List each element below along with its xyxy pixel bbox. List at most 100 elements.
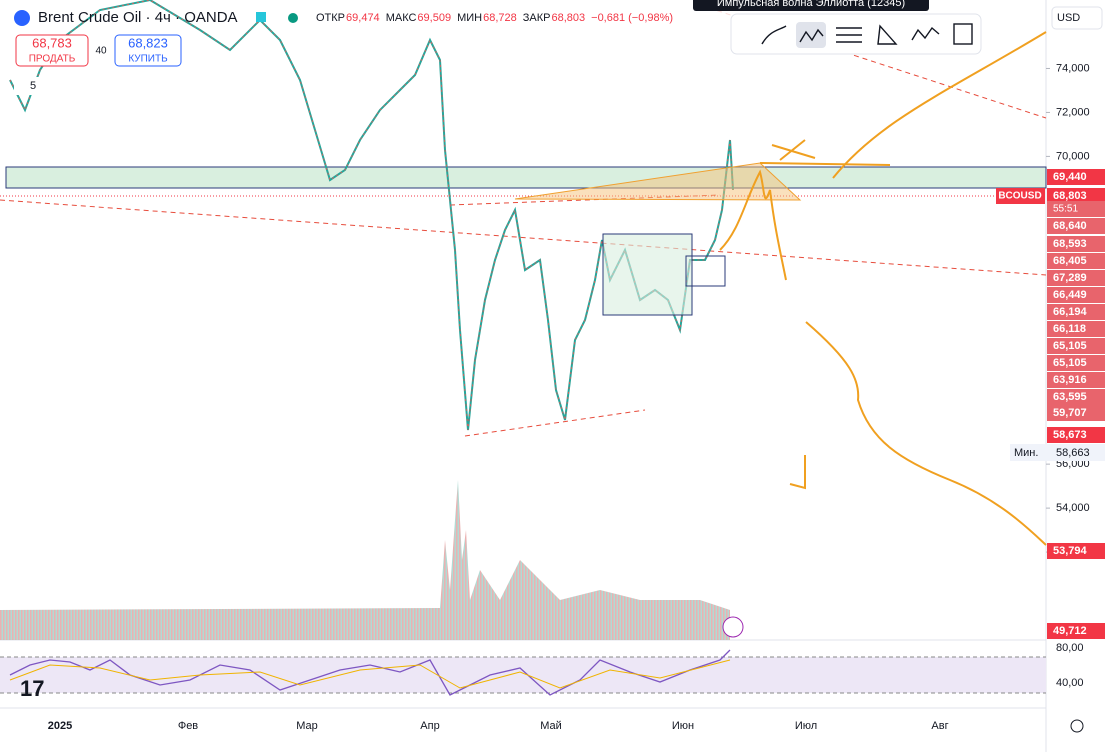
price-label: 49,712 [1053, 625, 1087, 637]
symbol-icon [14, 10, 30, 26]
price-label-bg [1047, 543, 1105, 559]
stat-value: 69,474 [346, 12, 380, 24]
stat-key: ОТКР [316, 12, 345, 24]
price-label: 65,105 [1053, 340, 1087, 352]
header-bg [292, 4, 732, 32]
spread: 40 [95, 46, 107, 57]
stat-key: МАКС [386, 12, 417, 24]
price-label-bg [1047, 338, 1105, 354]
change: −0,681 (−0,98%) [591, 12, 673, 24]
min-label-bg [1010, 444, 1105, 461]
y-tick-label: 56,000 [1056, 458, 1090, 470]
price-label-bg [1047, 321, 1105, 337]
x-tick-label: Авг [931, 720, 948, 732]
price-label: 68,640 [1053, 220, 1087, 232]
price-label: 59,707 [1053, 407, 1087, 419]
price-label: 63,916 [1053, 374, 1087, 386]
x-tick-label: 2025 [48, 720, 72, 732]
price-label: 63,595 [1053, 391, 1087, 403]
sell-button[interactable] [15, 34, 89, 67]
symbol-tag: BCOUSD [998, 191, 1041, 202]
stat-key: МИН [457, 12, 482, 24]
toolbar [730, 13, 982, 55]
price-label-bg [1047, 188, 1105, 204]
rsi-line [9, 649, 731, 696]
x-tick-label: Май [540, 720, 562, 732]
x-tick-label: Фев [178, 720, 198, 732]
box [685, 255, 726, 287]
price-label-bg [1047, 270, 1105, 286]
price-label: 69,440 [1053, 171, 1087, 183]
price-label: 66,449 [1053, 289, 1087, 301]
event-icon[interactable] [722, 616, 744, 638]
buy-button[interactable] [114, 34, 182, 67]
price-label: 66,118 [1053, 323, 1086, 335]
buy-price: 68,823 [128, 35, 168, 50]
price-label: 67,289 [1053, 272, 1087, 284]
price-label: 65,105 [1053, 357, 1087, 369]
drawing [719, 31, 1047, 546]
y-tick-label: 74,000 [1056, 62, 1090, 74]
trend-line [699, 4, 1047, 119]
price-label-bg [1047, 253, 1105, 269]
x-tick-label: Мар [296, 720, 318, 732]
price-label: 68,405 [1053, 255, 1087, 267]
settings-icon[interactable] [1070, 719, 1084, 733]
y-tick-label: 70,000 [1056, 150, 1090, 162]
zone [5, 166, 1047, 189]
market-status [288, 13, 298, 23]
triangle [514, 162, 802, 201]
tooltip-bg [693, 0, 929, 11]
status-icon [256, 12, 266, 22]
price-label: 66,194 [1053, 306, 1088, 318]
logo: 17 [20, 676, 44, 701]
y-tick-label: 72,000 [1056, 106, 1090, 118]
symbol-tag-bg [996, 188, 1045, 204]
price-label-bg [1047, 287, 1105, 303]
rsi-ma [9, 659, 731, 689]
price-label-bg [1047, 355, 1105, 371]
price-label-bg [1047, 427, 1105, 443]
price-label: 55:51 [1053, 204, 1078, 215]
symbol: Brent Crude Oil · 4ч · OANDA [38, 9, 238, 26]
tooltip: Импульсная волна Эллиотта (12345) [717, 0, 905, 9]
price-label-bg [1047, 218, 1105, 234]
box [602, 233, 693, 316]
rsi-tick-label: 80,00 [1056, 642, 1084, 654]
stat-key: ЗАКР [523, 12, 551, 24]
price-label: 58,673 [1053, 429, 1087, 441]
price-label: 53,794 [1053, 545, 1088, 557]
x-tick-label: Июн [672, 720, 694, 732]
volume [0, 480, 730, 640]
price-label-bg [1047, 201, 1105, 217]
price-label: 68,803 [1053, 190, 1087, 202]
x-tick-label: Апр [420, 720, 439, 732]
rsi-band [0, 657, 1046, 693]
price-label-bg [1047, 405, 1105, 421]
stat-value: 68,803 [551, 12, 585, 24]
currency-button[interactable] [1051, 6, 1103, 30]
price-label-bg [1047, 389, 1105, 405]
price-label-bg [1047, 304, 1105, 320]
stat-value: 69,509 [417, 12, 451, 24]
y-tick-label: 54,000 [1056, 502, 1090, 514]
price-label-bg [1047, 372, 1105, 388]
rsi-tick-label: 40,00 [1056, 677, 1084, 689]
x-tick-label: Июл [795, 720, 817, 732]
price-label-bg [1047, 169, 1105, 185]
price-label-bg [1047, 236, 1105, 252]
buy-label: КУПИТЬ [128, 54, 168, 65]
price-label: 68,593 [1053, 238, 1087, 250]
stat-value: 68,728 [483, 12, 517, 24]
sell-price: 68,783 [32, 35, 72, 50]
trend-line [0, 199, 1047, 276]
sell-label: ПРОДАТЬ [29, 54, 76, 65]
min-label: Мин. [1014, 447, 1038, 459]
min-value: 58,663 [1056, 447, 1090, 459]
currency: USD [1057, 12, 1080, 24]
indicator-box[interactable] [14, 77, 50, 95]
toolbar-icons[interactable] [761, 22, 973, 48]
price-label-bg [1047, 623, 1105, 639]
indicator: 5 [30, 80, 36, 92]
